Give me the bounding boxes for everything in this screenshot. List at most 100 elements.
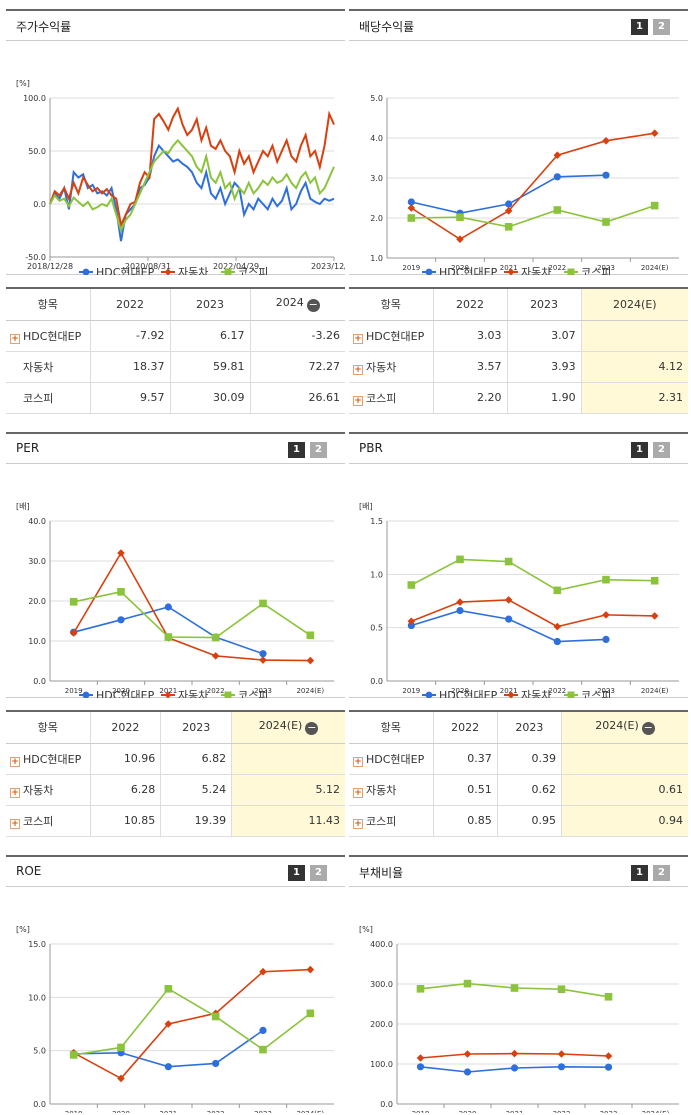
table-cell: 0.39 — [497, 743, 563, 775]
table-cell: 26.61 — [250, 382, 345, 414]
table-header-row: 항목 2022 2023 2024− — [6, 287, 345, 321]
series-point — [117, 588, 125, 596]
expand-icon[interactable]: + — [353, 787, 363, 798]
x-tick-label: 2024(E) — [641, 264, 669, 272]
table-header-row: 항목 2022 2023 2024(E) − — [349, 710, 688, 744]
tab-1-button[interactable]: 1 — [631, 19, 648, 35]
tab-2-button[interactable]: 2 — [310, 442, 327, 458]
x-tick-label: 2019 — [402, 264, 420, 272]
table-cell: 72.27 — [250, 351, 345, 383]
collapse-icon[interactable]: − — [305, 721, 319, 736]
series-point — [504, 207, 513, 215]
table-cell: 1.90 — [507, 382, 582, 414]
x-tick-label: 2019 — [65, 1110, 83, 1113]
unit-label: [배] — [16, 502, 30, 511]
series-point — [557, 985, 566, 993]
table-cell: 18.37 — [90, 351, 171, 383]
x-tick-label: 2022 — [207, 687, 225, 695]
table-cell: -3.26 — [250, 320, 345, 352]
series-point — [650, 576, 659, 585]
series-point — [164, 603, 172, 611]
table-cell: 0.85 — [433, 805, 498, 837]
y-tick-label: -50.0 — [25, 253, 46, 262]
x-tick-label: 2023/12/28 — [311, 262, 345, 271]
x-tick-label: 2020 — [112, 1110, 130, 1113]
x-tick-label: 2023 — [254, 687, 272, 695]
legend-label: 코스피 — [238, 266, 268, 275]
series-point — [602, 611, 610, 619]
expand-icon[interactable]: + — [10, 756, 20, 767]
y-tick-label: 300.0 — [370, 980, 393, 989]
tab-1-button[interactable]: 1 — [631, 865, 648, 881]
tab-1-button[interactable]: 1 — [631, 442, 648, 458]
table-cell: 6.17 — [170, 320, 251, 352]
x-tick-label: 2024(E) — [296, 687, 324, 695]
table-cell: 0.95 — [497, 805, 563, 837]
series-point — [604, 1063, 613, 1071]
series-point — [407, 617, 416, 626]
series-point — [212, 1059, 220, 1068]
series-line-2 — [49, 138, 335, 234]
table-cell: -7.92 — [90, 320, 171, 352]
table-header-cell: 항목 — [349, 287, 434, 321]
tab-2-button[interactable]: 2 — [653, 19, 670, 35]
table-row: 자동차 18.37 59.81 72.27 — [6, 351, 345, 383]
expand-icon[interactable]: + — [353, 395, 363, 406]
x-tick-label: 2021 — [506, 1110, 524, 1113]
tab-2-button[interactable]: 2 — [310, 865, 327, 881]
series-point — [557, 1063, 566, 1071]
series-line-1 — [72, 551, 311, 662]
row-label: + HDC현대EP — [6, 743, 91, 775]
tab-1-button[interactable]: 1 — [288, 442, 305, 458]
table-per: 항목 2022 2023 2024(E) − + HDC현대EP 10.96 6.82 + 자동차 6… — [6, 710, 345, 837]
series-point — [602, 635, 610, 643]
legend-label: 자동차 — [178, 689, 208, 698]
tab-2-button[interactable]: 2 — [653, 865, 670, 881]
table-cell: 0.61 — [561, 774, 688, 806]
x-tick-label: 2022 — [548, 264, 566, 272]
table-cell: 6.82 — [160, 743, 233, 775]
series-point — [407, 621, 415, 630]
x-tick-label: 2022 — [207, 1110, 225, 1113]
series-point — [259, 1026, 267, 1034]
legend-label: 자동차 — [178, 266, 208, 275]
table-cell: 0.94 — [561, 805, 688, 837]
table-cell: 2.20 — [433, 382, 508, 414]
table-cell: 0.62 — [497, 774, 563, 806]
table-cell: 3.57 — [433, 351, 508, 383]
legend-label: HDC현대EP — [96, 689, 155, 698]
series-point — [407, 198, 415, 206]
series-point — [510, 1064, 519, 1072]
collapse-icon[interactable]: − — [641, 721, 655, 736]
y-tick-label: 0.5 — [370, 624, 383, 633]
y-tick-label: 1.0 — [370, 254, 383, 263]
series-point — [553, 173, 561, 181]
tab-1-button[interactable]: 1 — [288, 865, 305, 881]
table-cell: 4.12 — [581, 351, 688, 383]
table-row: + 코스피 2.20 1.90 2.31 — [349, 382, 688, 414]
series-point — [259, 967, 267, 976]
collapse-icon[interactable]: − — [306, 298, 320, 313]
table-header-cell: 항목 — [6, 710, 91, 744]
expand-icon[interactable]: + — [353, 333, 363, 344]
legend-marker — [507, 691, 515, 698]
chart-svg: [배] 1.5 1.0 0.5 0.0 2019 2020 2021 2022 2023 2024(… — [359, 502, 679, 698]
series-line-2 — [411, 204, 655, 228]
table-header-row: 항목 2022 2023 2024(E) — [349, 287, 688, 321]
series-point — [416, 1054, 425, 1062]
panel-title: PER — [16, 441, 40, 455]
y-tick-label: 10.0 — [28, 637, 46, 646]
x-tick-label: 2021 — [159, 687, 177, 695]
expand-icon[interactable]: + — [353, 756, 363, 767]
x-tick-label: 2021 — [500, 687, 518, 695]
expand-icon[interactable]: + — [10, 787, 20, 798]
legend-marker — [82, 268, 90, 275]
expand-icon[interactable]: + — [10, 818, 20, 829]
expand-icon[interactable]: + — [10, 333, 20, 344]
y-tick-label: 20.0 — [28, 597, 46, 606]
table-cell: 2.31 — [581, 382, 688, 414]
expand-icon[interactable]: + — [353, 818, 363, 829]
table-row: + HDC현대EP -7.92 6.17 -3.26 — [6, 320, 345, 352]
expand-icon[interactable]: + — [353, 364, 363, 375]
tab-2-button[interactable]: 2 — [653, 442, 670, 458]
